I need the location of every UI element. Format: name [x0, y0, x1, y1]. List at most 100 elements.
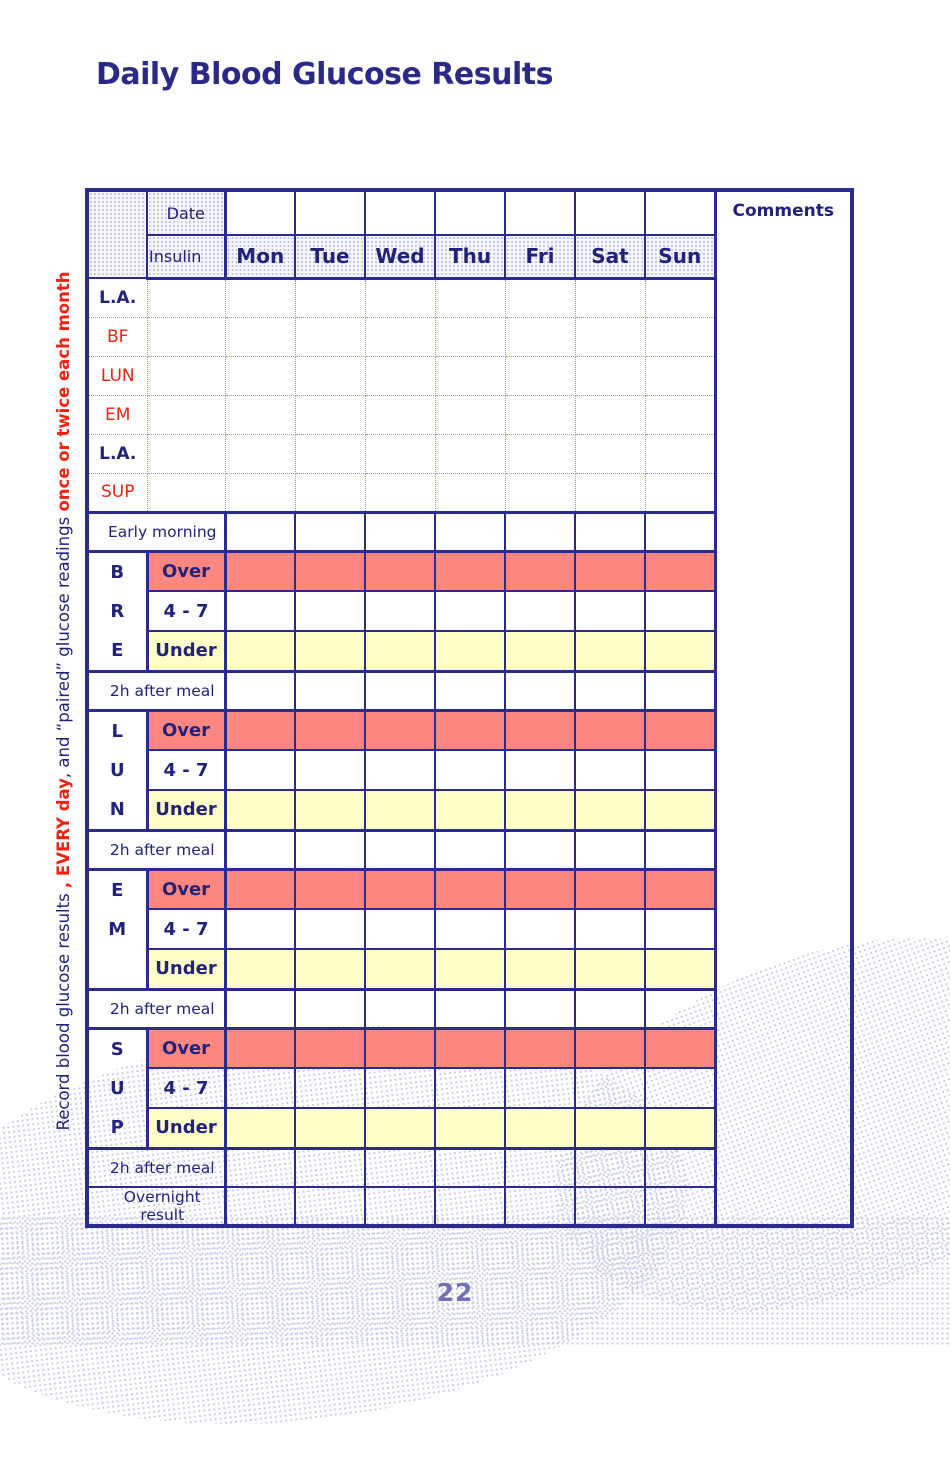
- data-cell: [364, 829, 436, 870]
- day-header-mon: Mon: [224, 234, 296, 280]
- data-cell: [434, 511, 506, 552]
- insulin-dose-cell: [146, 277, 226, 318]
- data-cell: [644, 867, 716, 910]
- date-label: Date: [146, 189, 227, 236]
- data-cell: [364, 1067, 436, 1109]
- overnight-label: Overnight result: [86, 1186, 227, 1227]
- evening-meal-under-row: Under: [87, 948, 852, 991]
- section-letter: [90, 949, 144, 987]
- date-cell: [504, 189, 576, 236]
- data-cell: [294, 1067, 366, 1109]
- data-cell: [294, 1147, 366, 1188]
- data-cell: [294, 394, 366, 435]
- data-cell: [294, 277, 366, 318]
- after-meal-label: 2h after meal: [86, 1147, 227, 1188]
- data-cell: [574, 988, 646, 1029]
- data-cell: [504, 316, 576, 357]
- data-cell: [364, 511, 436, 552]
- data-cell: [294, 789, 366, 832]
- data-cell: [364, 549, 436, 592]
- data-cell: [364, 590, 436, 632]
- data-cell: [504, 394, 576, 435]
- page-title: Daily Blood Glucose Results: [96, 57, 553, 92]
- data-cell: [644, 789, 716, 832]
- data-cell: [504, 670, 576, 711]
- data-cell: [644, 316, 716, 357]
- note-segment: Record blood glucose results: [53, 888, 73, 1131]
- data-cell: [434, 1186, 506, 1227]
- data-cell: [574, 749, 646, 791]
- date-cell: [294, 189, 366, 236]
- data-cell: [504, 988, 576, 1029]
- data-cell: [644, 670, 716, 711]
- range-label-mid: 4 - 7: [146, 590, 227, 632]
- section-letters-evening-meal: E M: [85, 867, 149, 991]
- data-cell: [434, 908, 506, 950]
- data-cell: [644, 1107, 716, 1150]
- data-cell: [644, 749, 716, 791]
- supper-under-row: Under: [87, 1107, 852, 1150]
- data-cell: [224, 1147, 296, 1188]
- data-cell: [364, 1107, 436, 1150]
- row-label: BF: [86, 316, 148, 357]
- data-cell: [224, 316, 296, 357]
- after-meal-row: 2h after meal: [86, 670, 852, 711]
- lunch-mid-row: 4 - 7: [87, 749, 852, 791]
- data-cell: [644, 948, 716, 991]
- early-morning-label: Early morning: [86, 511, 227, 552]
- range-label-over: Over: [146, 867, 227, 910]
- data-cell: [224, 1067, 296, 1109]
- data-cell: [364, 433, 436, 474]
- data-cell: [224, 630, 296, 673]
- data-cell: [504, 1107, 576, 1150]
- date-row: Date Comments: [86, 189, 853, 1227]
- section-letter: R: [110, 600, 125, 622]
- data-cell: [364, 908, 436, 950]
- data-cell: [364, 277, 436, 318]
- row-label: L.A.: [86, 433, 148, 474]
- data-cell: [504, 1186, 576, 1227]
- data-cell: [644, 549, 716, 592]
- insulin-row-sup: SUP: [86, 472, 852, 514]
- data-cell: [224, 988, 296, 1029]
- section-letter: P: [110, 1116, 124, 1138]
- data-cell: [224, 355, 296, 396]
- day-header-thu: Thu: [434, 234, 506, 280]
- section-letter: N: [109, 798, 125, 820]
- data-cell: [504, 1067, 576, 1109]
- data-cell: [224, 789, 296, 832]
- data-cell: [224, 590, 296, 632]
- data-cell: [364, 789, 436, 832]
- data-cell: [504, 590, 576, 632]
- data-cell: [224, 549, 296, 592]
- date-cell: [224, 189, 296, 236]
- range-label-over: Over: [146, 708, 227, 751]
- row-label: LUN: [86, 355, 148, 396]
- section-letter: B: [110, 561, 125, 583]
- data-cell: [434, 948, 506, 991]
- range-label-under: Under: [146, 630, 227, 673]
- data-cell: [294, 908, 366, 950]
- page-number: 22: [436, 1278, 474, 1307]
- data-cell: [224, 277, 296, 318]
- breakfast-under-row: Under: [87, 630, 852, 673]
- data-cell: [434, 355, 506, 396]
- data-cell: [364, 1186, 436, 1227]
- insulin-label: Insulin: [146, 234, 227, 280]
- after-meal-row: 2h after meal: [86, 1147, 852, 1188]
- data-cell: [364, 394, 436, 435]
- data-cell: [574, 867, 646, 910]
- range-label-under: Under: [146, 948, 227, 991]
- insulin-row-lun: LUN: [86, 355, 852, 396]
- data-cell: [574, 789, 646, 832]
- data-cell: [574, 316, 646, 357]
- data-cell: [504, 1147, 576, 1188]
- data-cell: [224, 472, 296, 514]
- section-letters-lunch: L U N: [85, 708, 149, 832]
- data-cell: [504, 789, 576, 832]
- data-cell: [644, 829, 716, 870]
- data-cell: [504, 511, 576, 552]
- data-cell: [574, 433, 646, 474]
- note-segment: , and “paired” glucose readings: [53, 511, 73, 779]
- date-cell: [574, 189, 646, 236]
